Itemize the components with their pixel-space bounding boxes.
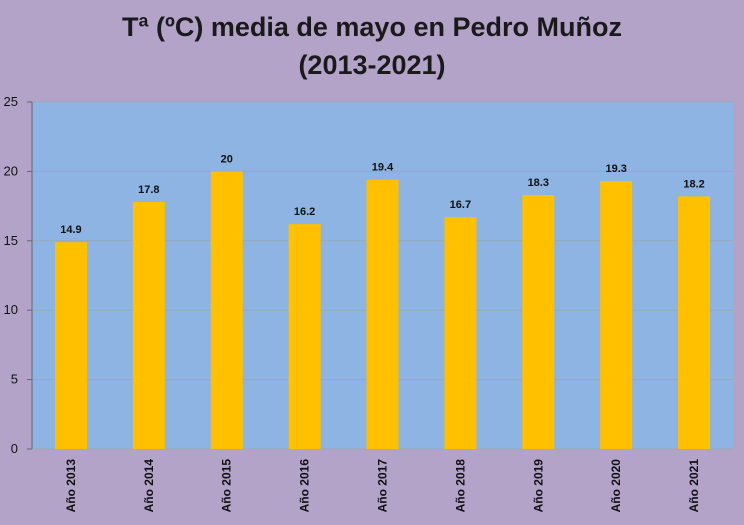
x-axis-ticks: Año 2013 Año 2014 Año 2015 Año 2016 Año 2017… (64, 459, 701, 513)
x-tick-label: Año 2020 (609, 459, 623, 513)
y-tick-label: 25 (4, 94, 18, 109)
bar (54, 242, 87, 449)
data-labels: 14.9 17.8 20 16.2 19.4 16.7 18.3 19.3 18.2 (60, 153, 705, 236)
x-tick-label: Año 2016 (298, 459, 312, 513)
bar (522, 194, 555, 449)
chart-title-line-2: (2013-2021) (298, 50, 446, 80)
bars (54, 171, 711, 449)
data-label: 19.3 (605, 163, 626, 175)
x-tick-label: Año 2017 (376, 459, 390, 513)
bar (288, 224, 321, 449)
y-axis-ticks: 0 5 10 15 20 25 (4, 94, 33, 456)
data-label: 14.9 (60, 224, 81, 236)
x-tick-label: Año 2015 (220, 459, 234, 513)
y-tick-label: 0 (11, 441, 18, 456)
bar (366, 179, 399, 449)
data-label: 18.2 (683, 178, 704, 190)
bar (132, 201, 165, 449)
data-label: 16.2 (294, 206, 315, 218)
y-tick-label: 20 (4, 163, 18, 178)
data-label: 16.7 (450, 199, 471, 211)
bar (210, 171, 243, 449)
y-tick-label: 15 (4, 233, 18, 248)
data-label: 17.8 (138, 184, 159, 196)
data-label: 20 (221, 153, 233, 165)
data-label: 18.3 (528, 177, 549, 189)
x-tick-label: Año 2014 (142, 459, 156, 513)
x-tick-label: Año 2021 (687, 459, 701, 513)
y-tick-label: 5 (11, 372, 18, 387)
bar (678, 196, 711, 449)
x-tick-label: Año 2019 (531, 459, 545, 513)
x-tick-label: Año 2018 (453, 459, 467, 513)
chart-title-line-1: Tª (ºC) media de mayo en Pedro Muñoz (122, 12, 622, 42)
data-label: 19.4 (372, 162, 394, 174)
chart-title: Tª (ºC) media de mayo en Pedro Muñoz (20… (0, 8, 744, 84)
bar (600, 181, 633, 449)
x-tick-label: Año 2013 (64, 459, 78, 513)
y-tick-label: 10 (4, 302, 18, 317)
bar (444, 217, 477, 449)
